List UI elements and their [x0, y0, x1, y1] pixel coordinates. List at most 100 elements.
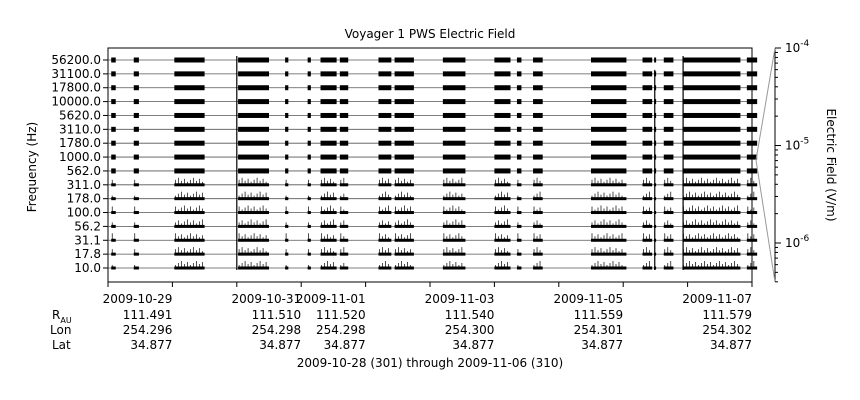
data-bar — [654, 57, 657, 63]
data-bar — [133, 224, 139, 228]
data-bar — [111, 126, 116, 132]
data-bar — [238, 71, 269, 77]
data-bar — [378, 197, 392, 201]
y-tick-label: 311.0 — [67, 178, 101, 192]
data-bar — [285, 252, 289, 256]
data-bar — [174, 183, 205, 187]
data-bar — [516, 266, 522, 270]
data-bar — [174, 154, 205, 160]
data-bar — [642, 252, 653, 256]
data-bar — [285, 57, 289, 63]
data-bar — [591, 238, 627, 242]
data-bar — [174, 266, 205, 270]
data-bar — [378, 183, 392, 187]
data-bar — [533, 99, 543, 105]
data-bar — [238, 211, 269, 215]
ephemeris-lon-value: 254.296 — [123, 323, 173, 337]
data-bar — [238, 154, 269, 160]
data-bar — [394, 99, 414, 105]
y-tick-label: 1780.0 — [59, 136, 101, 150]
data-bar — [642, 238, 653, 242]
x-tick-label: 2009-11-05 — [553, 292, 623, 306]
data-bar — [591, 252, 627, 256]
data-bar — [663, 126, 674, 132]
data-bar — [378, 126, 392, 132]
data-bar — [591, 183, 627, 187]
data-bar — [516, 99, 522, 105]
data-bar — [442, 197, 466, 201]
data-bar — [494, 154, 511, 160]
data-bar — [285, 99, 289, 105]
ephemeris-values: 111.491254.29634.877111.510254.29834.877… — [123, 308, 752, 352]
data-bar — [307, 99, 311, 105]
data-bar — [642, 168, 653, 174]
ephemeris-labels: RAU Lon Lat — [50, 308, 72, 352]
data-bar — [133, 126, 139, 132]
data-bar — [238, 57, 269, 63]
y-tick-label: 178.0 — [67, 192, 101, 206]
data-bar — [682, 197, 741, 201]
data-bar — [746, 71, 758, 77]
ephemeris-lat-value: 34.877 — [130, 338, 172, 352]
data-bar — [642, 99, 653, 105]
data-bar — [320, 238, 337, 242]
colorbar-tick-exponent: -4 — [800, 39, 809, 49]
data-bar — [642, 154, 653, 160]
data-bar — [174, 57, 205, 63]
data-bar — [746, 252, 758, 256]
data-bar — [307, 154, 311, 160]
data-bar — [174, 126, 205, 132]
data-bar — [111, 154, 116, 160]
data-bar — [378, 211, 392, 215]
colorbar-tick-label: 10-5 — [785, 137, 809, 153]
data-bar — [339, 266, 349, 270]
data-bar — [339, 112, 349, 118]
data-bar — [285, 71, 289, 77]
data-bar — [591, 140, 627, 146]
data-bar — [394, 224, 414, 228]
data-bar — [174, 99, 205, 105]
data-bar — [238, 252, 269, 256]
colorbar-tick-label: 10-4 — [785, 39, 810, 55]
data-bar — [111, 238, 116, 242]
chart-title: Voyager 1 PWS Electric Field — [345, 27, 516, 41]
data-bar — [533, 252, 543, 256]
colorbar-guide-top — [755, 47, 776, 161]
y-tick-label: 31100.0 — [51, 67, 101, 81]
data-bar — [663, 266, 674, 270]
data-bar — [307, 211, 311, 215]
data-bar — [238, 126, 269, 132]
data-bar — [442, 183, 466, 187]
data-bar — [238, 140, 269, 146]
y-tick-label: 31.1 — [74, 233, 101, 247]
data-bar — [320, 85, 337, 91]
data-bar — [285, 112, 289, 118]
data-bar — [339, 99, 349, 105]
data-bar — [642, 140, 653, 146]
ephemeris-lon-value: 254.298 — [252, 323, 302, 337]
data-bar — [746, 197, 758, 201]
data-bar — [133, 71, 139, 77]
data-bar — [339, 126, 349, 132]
data-bar — [682, 154, 741, 160]
data-bar — [378, 154, 392, 160]
data-bar — [494, 57, 511, 63]
data-bar — [516, 57, 522, 63]
data-bar — [682, 71, 741, 77]
data-bar — [111, 168, 116, 174]
data-bar — [394, 57, 414, 63]
ephem-label-lat: Lat — [52, 338, 71, 352]
ephemeris-lon-value: 254.301 — [574, 323, 624, 337]
data-bar — [238, 85, 269, 91]
data-bar — [663, 154, 674, 160]
data-bar — [642, 224, 653, 228]
data-bar — [746, 99, 758, 105]
data-bar — [494, 183, 511, 187]
data-bar — [133, 112, 139, 118]
data-bar — [663, 183, 674, 187]
data-bar — [591, 168, 627, 174]
data-bar — [746, 211, 758, 215]
data-bar — [320, 168, 337, 174]
data-bar — [591, 57, 627, 63]
data-bar — [746, 57, 758, 63]
